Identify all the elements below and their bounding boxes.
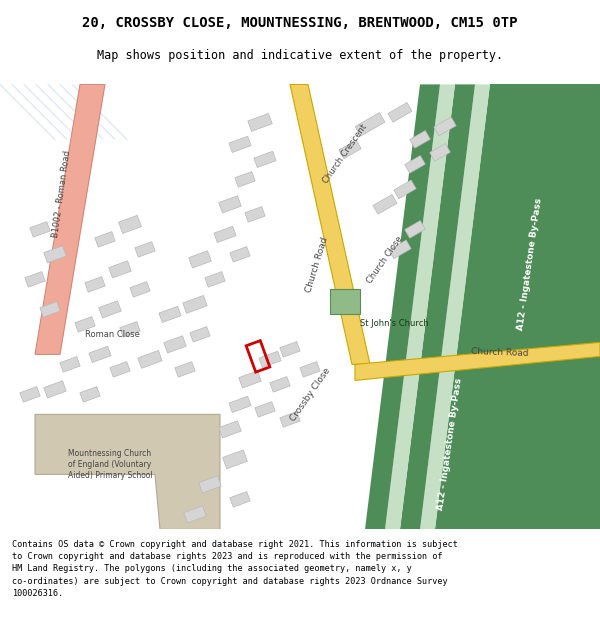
Text: Mountnessing Church
of England (Voluntary
Aided) Primary School: Mountnessing Church of England (Voluntar… (68, 449, 152, 480)
Polygon shape (248, 114, 272, 131)
Polygon shape (330, 289, 360, 314)
Polygon shape (175, 362, 195, 377)
Polygon shape (130, 282, 150, 297)
Polygon shape (110, 362, 130, 377)
Polygon shape (35, 414, 220, 529)
Polygon shape (394, 180, 416, 199)
Polygon shape (290, 84, 370, 364)
Polygon shape (138, 351, 162, 368)
Polygon shape (245, 207, 265, 222)
Polygon shape (259, 351, 281, 368)
Polygon shape (339, 140, 361, 159)
Polygon shape (85, 277, 105, 292)
Polygon shape (434, 117, 456, 136)
Polygon shape (230, 492, 250, 507)
Polygon shape (400, 84, 475, 529)
Polygon shape (410, 131, 430, 148)
Polygon shape (75, 317, 95, 332)
Polygon shape (44, 381, 66, 398)
Polygon shape (214, 226, 236, 242)
Text: B1002 - Roman Road: B1002 - Roman Road (52, 150, 73, 239)
Polygon shape (230, 247, 250, 262)
Polygon shape (109, 261, 131, 278)
Polygon shape (120, 322, 140, 337)
Text: Contains OS data © Crown copyright and database right 2021. This information is : Contains OS data © Crown copyright and d… (12, 540, 458, 598)
Text: Church Road: Church Road (471, 347, 529, 358)
Polygon shape (355, 112, 385, 136)
Polygon shape (388, 102, 412, 122)
Text: Church Close: Church Close (365, 234, 404, 285)
Polygon shape (44, 246, 66, 263)
Polygon shape (219, 421, 241, 438)
Text: St John's Church: St John's Church (360, 319, 429, 328)
Polygon shape (300, 362, 320, 377)
Polygon shape (199, 476, 221, 493)
Polygon shape (355, 342, 600, 381)
Polygon shape (20, 387, 40, 402)
Text: A12 - Ingatestone By-Pass: A12 - Ingatestone By-Pass (516, 198, 544, 331)
Polygon shape (255, 402, 275, 417)
Text: Map shows position and indicative extent of the property.: Map shows position and indicative extent… (97, 49, 503, 62)
Polygon shape (164, 336, 186, 353)
Polygon shape (435, 84, 600, 529)
Polygon shape (239, 371, 261, 388)
Polygon shape (219, 196, 241, 213)
Polygon shape (430, 144, 450, 161)
Text: Crossby Close: Crossby Close (288, 366, 332, 423)
Polygon shape (190, 327, 210, 342)
Polygon shape (365, 84, 440, 529)
Polygon shape (184, 506, 206, 523)
Text: Roman Close: Roman Close (85, 330, 140, 339)
Polygon shape (60, 357, 80, 372)
Polygon shape (420, 84, 490, 529)
Polygon shape (254, 151, 276, 168)
Polygon shape (99, 301, 121, 318)
Polygon shape (119, 216, 142, 233)
Polygon shape (95, 232, 115, 247)
Polygon shape (235, 172, 255, 187)
Polygon shape (189, 251, 211, 268)
Polygon shape (89, 346, 111, 362)
Polygon shape (385, 84, 455, 529)
Polygon shape (25, 272, 45, 287)
Text: 20, CROSSBY CLOSE, MOUNTNESSING, BRENTWOOD, CM15 0TP: 20, CROSSBY CLOSE, MOUNTNESSING, BRENTWO… (82, 16, 518, 30)
Polygon shape (229, 396, 251, 412)
Polygon shape (389, 240, 411, 259)
Polygon shape (183, 296, 207, 313)
Text: Church Crescent: Church Crescent (321, 123, 369, 186)
Polygon shape (373, 194, 397, 214)
Text: A12 - Ingatestone By-Pass: A12 - Ingatestone By-Pass (436, 378, 464, 511)
Polygon shape (223, 450, 247, 469)
Polygon shape (30, 222, 50, 237)
Polygon shape (135, 242, 155, 257)
Polygon shape (229, 136, 251, 152)
Polygon shape (280, 342, 300, 357)
Polygon shape (80, 387, 100, 402)
Polygon shape (35, 84, 105, 354)
Polygon shape (205, 272, 225, 287)
Polygon shape (159, 306, 181, 322)
Polygon shape (270, 377, 290, 392)
Polygon shape (405, 221, 425, 238)
Polygon shape (405, 156, 425, 173)
Text: Church Road: Church Road (304, 236, 330, 293)
Polygon shape (40, 302, 60, 317)
Polygon shape (280, 412, 300, 427)
